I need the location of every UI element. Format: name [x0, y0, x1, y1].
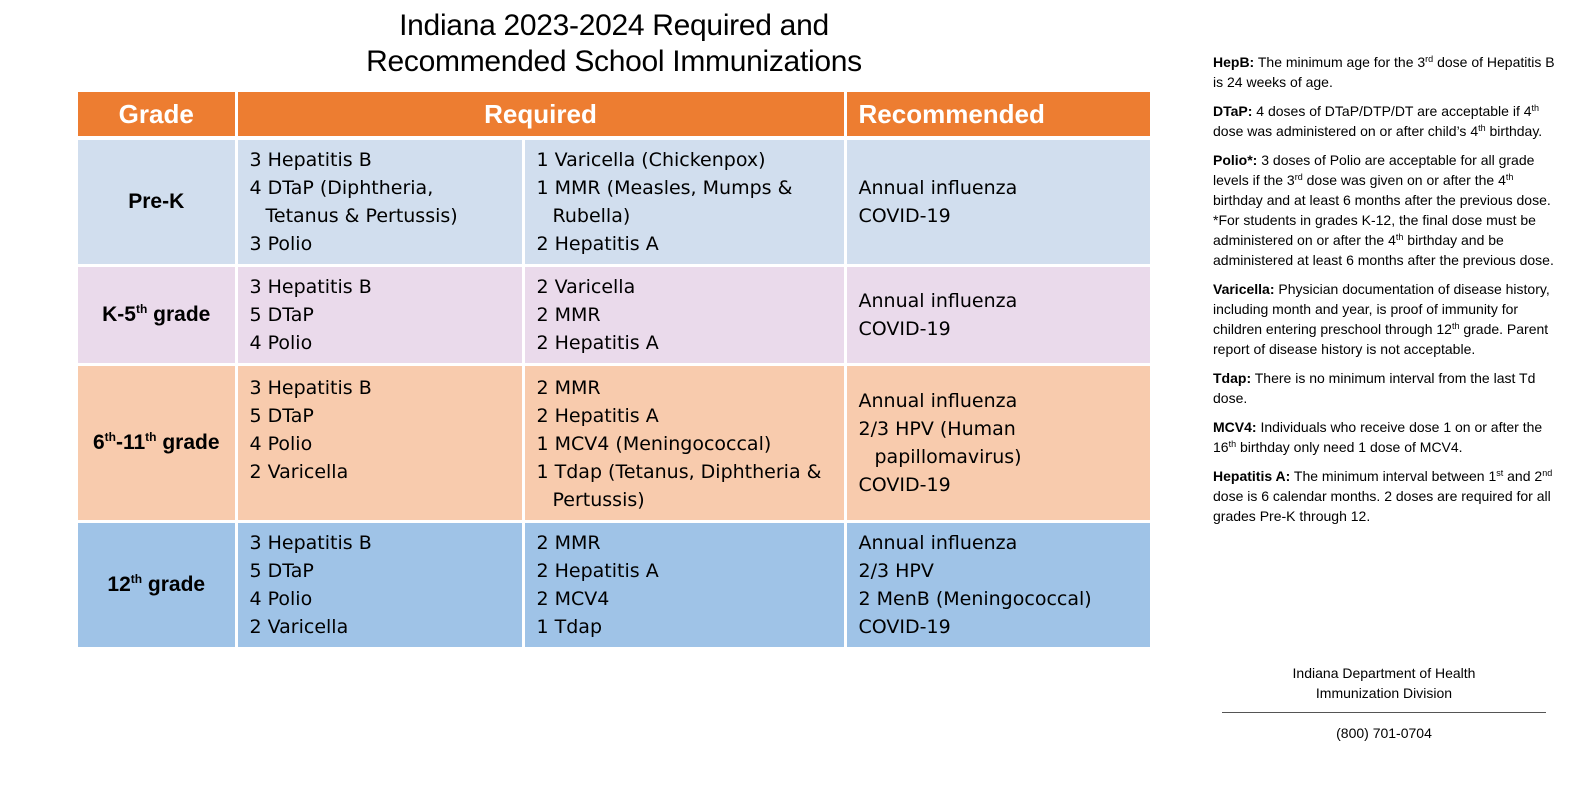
- vaccine-item: 2 Varicella: [249, 461, 349, 483]
- required-cell-b: 2 MMR 2 Hepatitis A 1 MCV4 (Meningococca…: [523, 364, 847, 523]
- vaccine-item: 1 MMR (Measles, Mumps & Rubella): [536, 177, 793, 227]
- vaccine-item: 1 MCV4 (Meningococcal): [536, 433, 772, 455]
- title-line-2: Recommended School Immunizations: [366, 45, 862, 78]
- note-varicella: Varicella: Physician documentation of di…: [1213, 281, 1550, 357]
- vaccine-item: COVID-19: [858, 205, 951, 227]
- vaccine-item: 4 Polio: [249, 433, 313, 455]
- vaccine-item: 2/3 HPV (Human papillomavirus): [858, 418, 1022, 468]
- vaccine-item: 2 Varicella: [536, 276, 636, 298]
- org-name: Indiana Department of Health: [1292, 665, 1476, 681]
- grade-cell: 12th grade: [78, 521, 238, 650]
- vaccine-item: 1 Tdap (Tetanus, Diphtheria & Pertussis): [536, 461, 822, 511]
- table-row-k5: K-5th grade 3 Hepatitis B 5 DTaP 4 Polio…: [78, 265, 1150, 366]
- grade-cell: Pre-K: [78, 138, 238, 267]
- vaccine-item: 2 MenB (Meningococcal): [858, 588, 1092, 610]
- vaccine-item: 3 Hepatitis B: [249, 149, 372, 171]
- footnotes-panel: HepB: The minimum age for the 3rd dose o…: [1213, 52, 1558, 535]
- header-recommended: Recommended: [845, 92, 1150, 140]
- vaccine-item: 4 Polio: [249, 588, 313, 610]
- vaccine-item: COVID-19: [858, 474, 951, 496]
- vaccine-item: 4 DTaP (Diphtheria, Tetanus & Pertussis): [249, 177, 458, 227]
- recommended-cell: Annual influenza COVID-19: [845, 265, 1150, 366]
- note-dtap: DTaP: 4 doses of DTaP/DTP/DT are accepta…: [1213, 103, 1543, 139]
- vaccine-item: 2 Varicella: [249, 616, 349, 638]
- vaccine-item: 2 Hepatitis A: [536, 560, 659, 582]
- vaccine-item: Annual influenza: [858, 390, 1018, 412]
- required-cell-a: 3 Hepatitis B 5 DTaP 4 Polio 2 Varicella: [236, 364, 525, 523]
- vaccine-item: 5 DTaP: [249, 560, 314, 582]
- grade-label: K-5th grade: [102, 302, 211, 326]
- header-required: Required: [236, 92, 847, 140]
- required-cell-b: 1 Varicella (Chickenpox) 1 MMR (Measles,…: [523, 138, 847, 267]
- phone-number: (800) 701-0704: [1336, 725, 1432, 741]
- vaccine-item: Annual influenza: [858, 290, 1018, 312]
- vaccine-item: 3 Hepatitis B: [249, 276, 372, 298]
- vaccine-item: 2 MMR: [536, 532, 601, 554]
- vaccine-item: Annual influenza: [858, 177, 1018, 199]
- table-header-row: Grade Required Recommended: [78, 92, 1150, 140]
- note-mcv4: MCV4: Individuals who receive dose 1 on …: [1213, 419, 1543, 455]
- grade-label: Pre-K: [128, 190, 185, 213]
- grade-cell: 6th-11th grade: [78, 364, 238, 523]
- vaccine-item: 2/3 HPV: [858, 560, 934, 582]
- recommended-cell: Annual influenza 2/3 HPV (Human papillom…: [845, 364, 1150, 523]
- note-polio: Polio*: 3 doses of Polio are acceptable …: [1213, 152, 1554, 268]
- vaccine-item: COVID-19: [858, 616, 951, 638]
- divider: [1222, 712, 1546, 713]
- vaccine-item: 3 Hepatitis B: [249, 377, 372, 399]
- vaccine-item: 1 Varicella (Chickenpox): [536, 149, 766, 171]
- vaccine-item: 2 MMR: [536, 304, 601, 326]
- required-cell-a: 3 Hepatitis B 5 DTaP 4 Polio 2 Varicella: [236, 521, 525, 650]
- footer-contact: Indiana Department of Health Immunizatio…: [1222, 663, 1546, 743]
- vaccine-item: Annual influenza: [858, 532, 1018, 554]
- header-grade: Grade: [78, 92, 238, 140]
- title-line-1: Indiana 2023-2024 Required and: [399, 9, 829, 42]
- vaccine-item: 5 DTaP: [249, 304, 314, 326]
- vaccine-item: 2 Hepatitis A: [536, 405, 659, 427]
- grade-cell: K-5th grade: [78, 265, 238, 366]
- vaccine-item: 2 MMR: [536, 377, 601, 399]
- vaccine-item: 1 Tdap: [536, 616, 603, 638]
- vaccine-item: 2 Hepatitis A: [536, 332, 659, 354]
- note-hepatitis-a: Hepatitis A: The minimum interval betwee…: [1213, 468, 1553, 524]
- required-cell-b: 2 Varicella 2 MMR 2 Hepatitis A: [523, 265, 847, 366]
- vaccine-item: COVID-19: [858, 318, 951, 340]
- note-tdap: Tdap: There is no minimum interval from …: [1213, 370, 1536, 406]
- required-cell-a: 3 Hepatitis B 4 DTaP (Diphtheria, Tetanu…: [236, 138, 525, 267]
- required-cell-b: 2 MMR 2 Hepatitis A 2 MCV4 1 Tdap: [523, 521, 847, 650]
- vaccine-item: 2 MCV4: [536, 588, 610, 610]
- grade-label: 12th grade: [107, 572, 206, 596]
- note-hepb: HepB: The minimum age for the 3rd dose o…: [1213, 54, 1555, 90]
- required-cell-a: 3 Hepatitis B 5 DTaP 4 Polio: [236, 265, 525, 366]
- recommended-cell: Annual influenza 2/3 HPV 2 MenB (Meningo…: [845, 521, 1150, 650]
- page-title: Indiana 2023-2024 Required and Recommend…: [78, 8, 1150, 80]
- vaccine-item: 5 DTaP: [249, 405, 314, 427]
- grade-label: 6th-11th grade: [92, 430, 220, 454]
- org-division: Immunization Division: [1315, 685, 1453, 701]
- immunization-table: Grade Required Recommended Pre-K 3 Hepat…: [78, 92, 1150, 650]
- vaccine-item: 4 Polio: [249, 332, 313, 354]
- table-row-prek: Pre-K 3 Hepatitis B 4 DTaP (Diphtheria, …: [78, 138, 1150, 267]
- vaccine-item: 3 Polio: [249, 233, 313, 255]
- table-row-12: 12th grade 3 Hepatitis B 5 DTaP 4 Polio …: [78, 521, 1150, 650]
- vaccine-item: 3 Hepatitis B: [249, 532, 372, 554]
- recommended-cell: Annual influenza COVID-19: [845, 138, 1150, 267]
- vaccine-item: 2 Hepatitis A: [536, 233, 659, 255]
- table-row-6-11: 6th-11th grade 3 Hepatitis B 5 DTaP 4 Po…: [78, 364, 1150, 523]
